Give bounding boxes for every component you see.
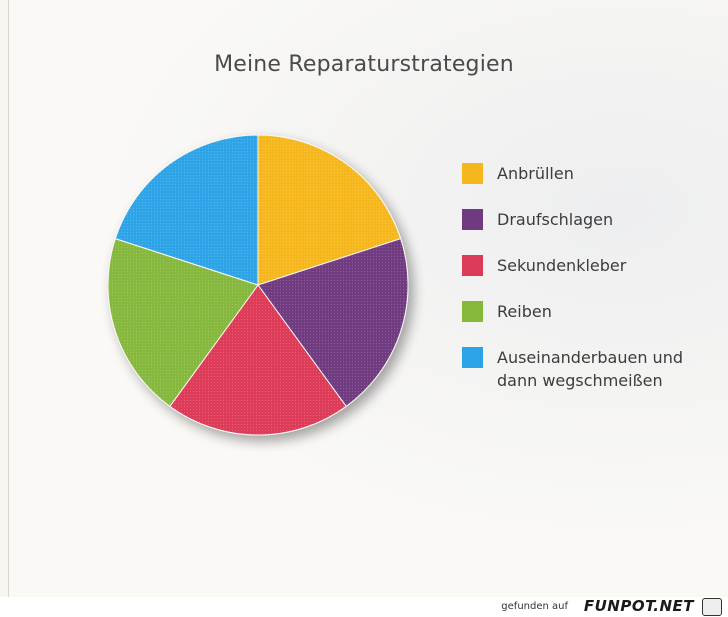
legend-item-anbruellen: Anbrüllen [462,162,727,185]
legend-item-sekundenkleber: Sekundenkleber [462,254,727,277]
legend-item-auseinanderbauen: Auseinanderbauen und dann wegschmeißen [462,346,727,392]
legend-swatch [462,301,483,322]
pie-chart [107,134,409,436]
brand-logo-text: FUNPOT.NET [583,597,694,615]
legend-label: Sekundenkleber [497,256,627,275]
legend-label: Reiben [497,302,552,321]
legend-label: Draufschlagen [497,210,614,229]
legend-swatch [462,163,483,184]
legend-label: Auseinanderbauen und dann wegschmeißen [497,348,683,390]
legend-swatch [462,347,483,368]
legend-swatch [462,255,483,276]
legend-label: Anbrüllen [497,164,574,183]
legend-item-reiben: Reiben [462,300,727,323]
funpot-logo-icon [702,598,722,616]
footer-text: gefunden auf [501,601,568,612]
legend-swatch [462,209,483,230]
legend-item-draufschlagen: Draufschlagen [462,208,727,231]
watermark-footer: gefunden auf FUNPOT.NET [0,597,728,617]
chart-title: Meine Reparaturstrategien [214,52,514,77]
